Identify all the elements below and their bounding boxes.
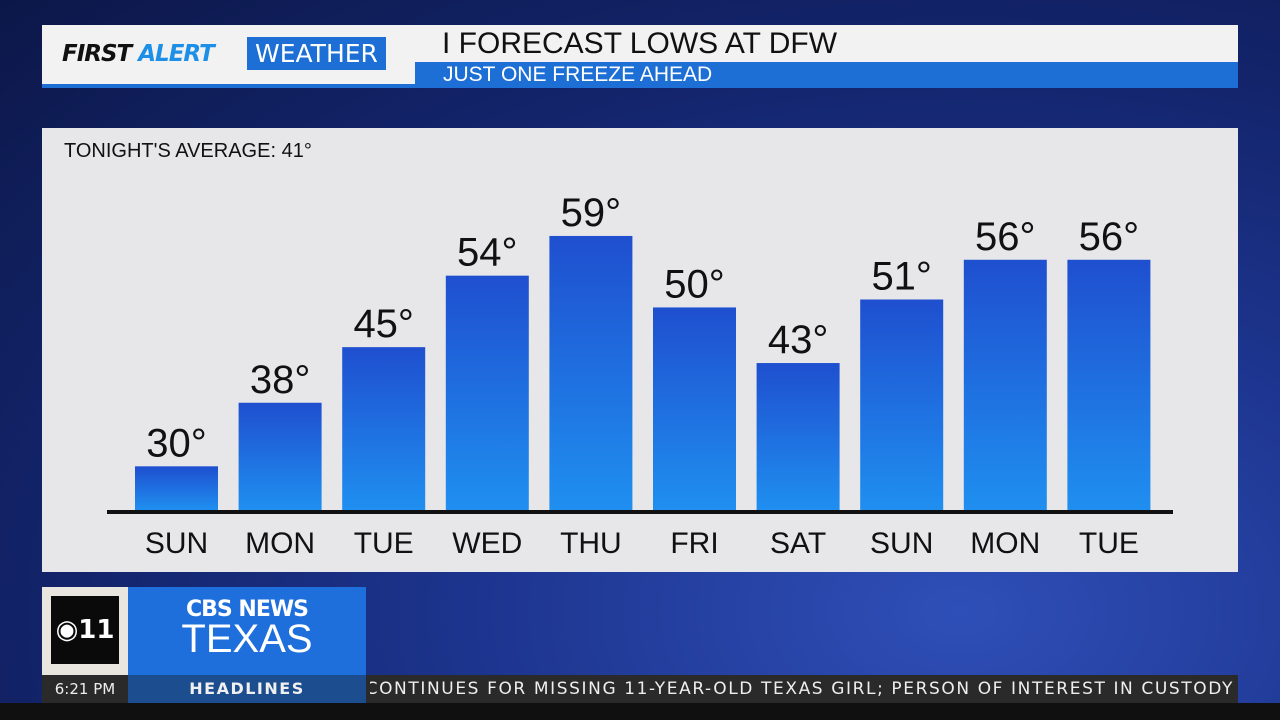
news-ticker: 6:21 PM HEADLINES CONTINUES FOR MISSING … [42, 675, 1238, 703]
category-label: MON [245, 527, 315, 560]
tonights-average: TONIGHT'S AVERAGE: 41° [64, 140, 312, 162]
ticker-crawl: CONTINUES FOR MISSING 11-YEAR-OLD TEXAS … [370, 675, 1234, 703]
subtitle-bar: JUST ONE FREEZE AHEAD [415, 62, 1238, 88]
category-label: TUE [354, 527, 414, 560]
value-label: 30° [146, 421, 207, 465]
bar-tue [342, 347, 426, 510]
category-label: THU [560, 527, 622, 560]
category-label: WED [452, 527, 522, 560]
ticker-section: HEADLINES [128, 675, 366, 703]
network-name: CBS NEWS [186, 597, 309, 622]
bar-sat [756, 363, 840, 510]
value-label: 54° [457, 231, 518, 275]
first-alert-weather-logo: FIRST ALERT WEATHER [62, 37, 386, 70]
cbs11-logo: ◉11 [42, 587, 128, 675]
chart-panel: TONIGHT'S AVERAGE: 41° 30° SUN 38° MON 45° TU… [42, 128, 1238, 572]
network-region: TEXAS [181, 617, 313, 661]
bar-thu [549, 235, 633, 510]
header-banner: FIRST ALERT WEATHER I FORECAST LOWS AT D… [42, 25, 1238, 88]
bar-sun [135, 466, 218, 510]
category-label: SAT [770, 527, 826, 560]
brand-first: FIRST [62, 41, 132, 67]
value-label: 38° [250, 358, 311, 402]
brand-alert: ALERT [138, 41, 215, 67]
graphic-subtitle: JUST ONE FREEZE AHEAD [443, 63, 713, 86]
value-label: 56° [1079, 215, 1140, 259]
value-label: 43° [768, 318, 829, 362]
ticker-text: CONTINUES FOR MISSING 11-YEAR-OLD TEXAS … [370, 679, 1234, 699]
cbs-eye-icon: ◉11 [51, 596, 119, 664]
value-label: 59° [561, 191, 622, 235]
value-label: 50° [664, 262, 725, 306]
ticker-time: 6:21 PM [54, 680, 116, 698]
category-label: SUN [870, 527, 933, 560]
category-label: MON [970, 527, 1040, 560]
value-label: 45° [353, 302, 414, 346]
bar-chart: 30° SUN 38° MON 45° TUE 54° WED 59° THU 50° FRI 43° S… [107, 191, 1173, 560]
bar-mon [238, 402, 322, 510]
brand-weather: WEATHER [247, 37, 386, 70]
category-label: SUN [145, 527, 208, 560]
bottom-bar [0, 703, 1280, 720]
value-label: 51° [871, 254, 932, 298]
value-label: 56° [975, 215, 1036, 259]
cbs-news-texas-logo: CBS NEWS TEXAS [128, 587, 366, 675]
bar-fri [653, 307, 736, 510]
bar-wed [445, 275, 529, 510]
bar-sun [860, 299, 944, 510]
category-label: FRI [670, 527, 718, 560]
category-label: TUE [1079, 527, 1139, 560]
x-axis-line [107, 510, 1173, 514]
graphic-title: I FORECAST LOWS AT DFW [442, 27, 838, 60]
bar-tue [1067, 259, 1151, 510]
bar-mon [963, 259, 1047, 510]
